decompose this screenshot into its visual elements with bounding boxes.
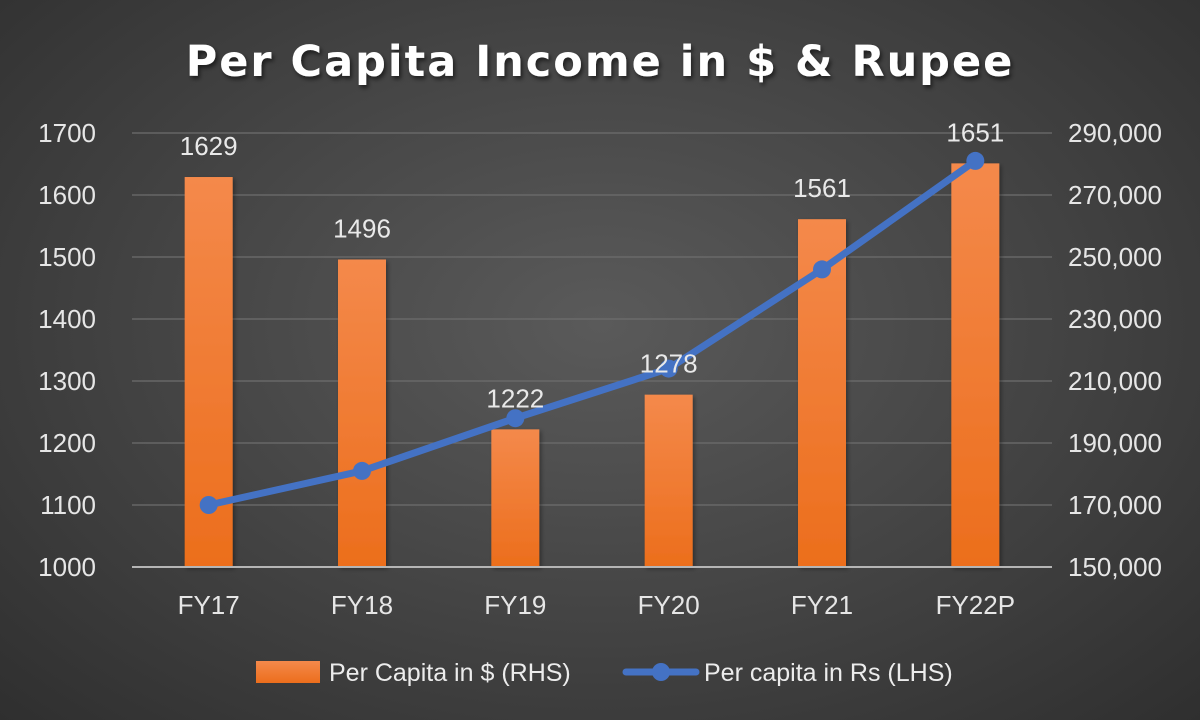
- y-left-tick-label: 1000: [38, 552, 96, 582]
- legend: Per Capita in $ (RHS) Per capita in Rs (L…: [256, 659, 953, 687]
- y-left-tick-label: 1100: [40, 490, 96, 520]
- legend-label-bar: Per Capita in $ (RHS): [329, 659, 571, 687]
- x-tick-label: FY17: [178, 590, 240, 620]
- gridlines: [132, 132, 1052, 506]
- data-labels: 1629 1496 1222 1278 1561 1651: [180, 117, 1005, 413]
- legend-label-line: Per capita in Rs (LHS): [704, 659, 953, 687]
- line-point: [813, 260, 831, 279]
- bar: [491, 429, 540, 567]
- bar-data-label: 1278: [640, 349, 698, 379]
- y-right-tick-label: 210,000: [1068, 366, 1162, 396]
- x-tick-label: FY19: [484, 590, 546, 620]
- y-left-tick-label: 1500: [38, 242, 96, 272]
- y-left-tick-label: 1300: [38, 366, 96, 396]
- line-series: [199, 151, 985, 514]
- y-right-tick-label: 150,000: [1068, 552, 1162, 582]
- line-point: [506, 409, 525, 428]
- line-point: [659, 359, 678, 378]
- bar-data-label: 1629: [180, 131, 238, 161]
- bar: [644, 394, 693, 567]
- y-right-tick-label: 190,000: [1068, 428, 1162, 458]
- y-right-tick-label: 170,000: [1068, 490, 1162, 520]
- bar-series: [184, 163, 1000, 567]
- legend-swatch-marker: [652, 663, 670, 681]
- line-point: [353, 461, 371, 480]
- y-left-tick-label: 1700: [38, 118, 96, 148]
- y-right-tick-label: 230,000: [1068, 304, 1162, 334]
- bar-data-label: 1496: [333, 213, 391, 243]
- bar-data-label: 1651: [946, 117, 1004, 147]
- line-path: [205, 157, 979, 509]
- axes: 1000 1100 1200 1300 1400 1500 1600 1700 150,000 1…: [38, 118, 1162, 620]
- x-tick-label: FY18: [331, 590, 393, 620]
- x-tick-label: FY21: [791, 590, 853, 620]
- y-right-tick-label: 270,000: [1068, 180, 1162, 210]
- bar-data-label: 1222: [486, 383, 544, 413]
- y-left-tick-label: 1200: [38, 428, 96, 458]
- y-left-tick-label: 1600: [38, 180, 96, 210]
- y-right-tick-label: 250,000: [1068, 242, 1162, 272]
- y-left-tick-label: 1400: [38, 304, 96, 334]
- bar: [951, 163, 1000, 567]
- y-right-tick-label: 290,000: [1068, 118, 1162, 148]
- x-tick-label: FY22P: [936, 590, 1016, 620]
- chart-title: Per Capita Income in $ & Rupee: [186, 37, 1015, 87]
- legend-swatch-bar: [256, 661, 320, 683]
- bar: [338, 259, 386, 567]
- line-point: [199, 496, 218, 514]
- x-tick-label: FY20: [638, 590, 700, 620]
- line-point: [966, 151, 985, 170]
- bar-data-label: 1561: [793, 173, 851, 203]
